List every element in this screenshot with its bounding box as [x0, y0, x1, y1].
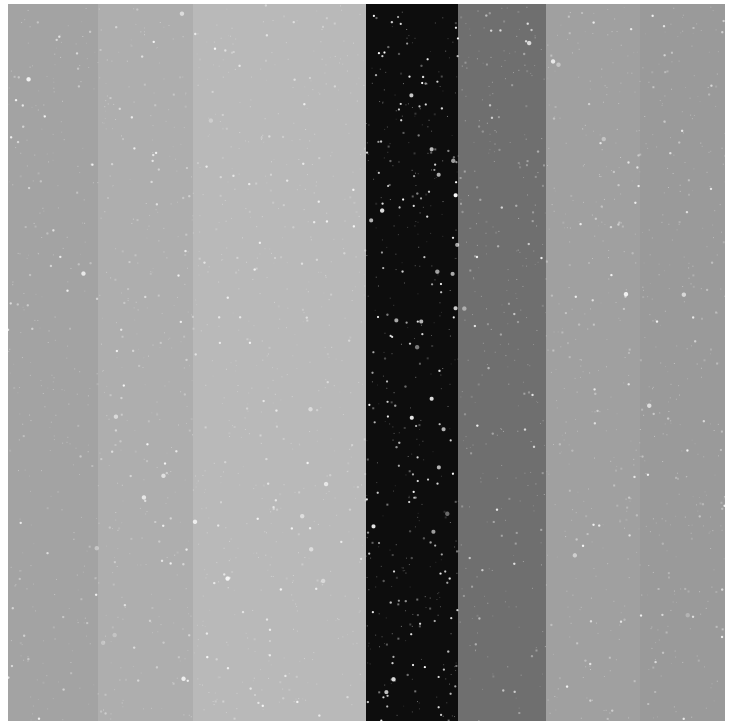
band-4 [366, 4, 458, 721]
band-6 [546, 4, 640, 721]
noise-image-frame [8, 4, 725, 721]
band-2 [98, 4, 193, 721]
band-1 [8, 4, 98, 721]
band-5 [458, 4, 546, 721]
band-7 [640, 4, 725, 721]
band-3 [193, 4, 366, 721]
